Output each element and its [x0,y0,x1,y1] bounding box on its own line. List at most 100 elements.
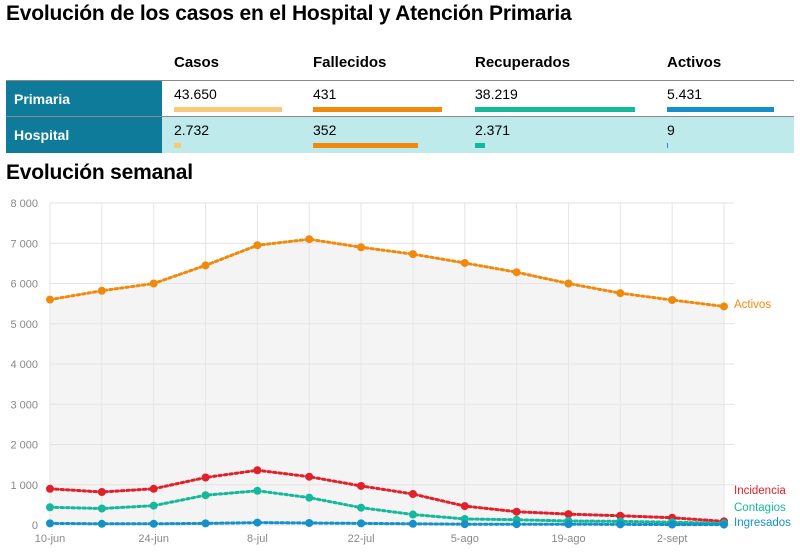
data-point-ingresados [564,520,573,529]
data-point-contagios [97,504,106,513]
data-point-incidencia [97,487,106,496]
series-label-contagios: Contagios [734,502,786,514]
series-label-incidencia: Incidencia [734,485,786,497]
data-point-activos [253,241,262,250]
bar-hospital-activos [667,143,668,148]
bar-primaria-activos [667,107,774,112]
data-point-incidencia [305,472,314,481]
x-tick-label: 24-jun [138,533,169,545]
data-point-incidencia [616,511,625,520]
data-point-incidencia [512,507,521,516]
data-point-activos [512,268,521,277]
bar-primaria-casos [174,107,282,112]
data-point-ingresados [253,518,262,527]
data-point-ingresados [512,520,521,529]
y-tick-label: 6 000 [10,279,38,291]
y-tick-label: 5 000 [10,319,38,331]
data-point-ingresados [46,519,54,528]
x-tick-label: 5-ago [451,533,479,545]
page-title: Evolución de los casos en el Hospital y … [6,2,572,25]
data-point-activos [564,279,573,288]
data-point-activos [97,286,106,295]
data-point-ingresados [97,519,106,528]
bar-hospital-recuperados [475,143,485,148]
series-label-ingresados: Ingresados [734,517,791,529]
cell-primaria-fallecidos: 431 [301,80,463,117]
cell-primaria-activos: 5.431 [655,80,794,117]
series-label-activos: Activos [734,299,771,311]
data-point-contagios [253,486,262,495]
cell-hospital-casos: 2.732 [162,116,301,153]
bar-hospital-casos [174,143,181,148]
series-line-contagios [48,489,726,525]
summary-table: Casos Fallecidos Recuperados Activos Pri… [6,44,794,153]
x-tick-label: 22-jul [348,533,375,545]
x-tick-label: 8-jul [247,533,268,545]
cell-hospital-activos: 9 [655,116,794,153]
cell-hospital-fallecidos: 352 [301,116,463,153]
data-point-incidencia [201,473,210,482]
data-point-contagios [305,493,314,502]
data-point-incidencia [46,484,54,493]
data-point-ingresados [668,520,677,529]
row-label-primaria: Primaria [6,80,162,117]
y-tick-label: 7 000 [10,238,38,250]
data-point-incidencia [149,484,158,493]
data-point-ingresados [408,519,417,528]
table-row-hospital: Hospital 2.732 352 2.371 9 [6,116,794,153]
data-point-activos [668,296,677,305]
value-hospital-recuperados: 2.371 [475,122,511,138]
data-point-activos [616,289,625,298]
data-point-activos [305,235,314,244]
value-hospital-casos: 2.732 [174,122,210,138]
data-point-activos [357,243,366,252]
data-point-ingresados [460,520,469,529]
data-point-activos [201,261,210,270]
header-empty [6,44,162,81]
cell-primaria-casos: 43.650 [162,80,301,117]
data-point-incidencia [564,510,573,519]
y-tick-label: 3 000 [10,399,38,411]
series-line-activos [48,237,726,308]
x-tick-label: 2-sept [657,533,688,545]
chart-section-title: Evolución semanal [6,161,193,184]
value-primaria-fallecidos: 431 [313,86,337,102]
bar-primaria-recuperados [475,107,635,112]
data-point-activos [149,279,158,288]
y-tick-label: 1 000 [10,480,38,492]
x-tick-label: 10-jun [35,533,66,545]
data-point-contagios [46,503,54,512]
line-chart: 0 1 000 2 000 3 000 4 000 5 000 6 000 7 000 8 00… [0,190,800,548]
cell-primaria-recuperados: 38.219 [463,80,655,117]
summary-header-row: Casos Fallecidos Recuperados Activos [6,44,794,81]
data-point-incidencia [357,481,366,490]
cell-hospital-recuperados: 2.371 [463,116,655,153]
value-hospital-fallecidos: 352 [313,122,337,138]
data-point-incidencia [460,502,469,511]
data-point-contagios [408,510,417,519]
header-fallecidos: Fallecidos [301,44,463,81]
area-activos [50,239,724,525]
data-point-ingresados [305,518,314,527]
data-point-activos [408,250,417,259]
y-tick-label: 2 000 [10,440,38,452]
bar-hospital-fallecidos [313,143,418,148]
y-tick-label: 8 000 [10,198,38,210]
y-tick-label: 4 000 [10,359,38,371]
row-label-hospital: Hospital [6,116,162,153]
data-point-activos [46,295,54,304]
data-point-contagios [357,503,366,512]
data-point-activos [460,258,469,267]
data-point-ingresados [149,519,158,528]
data-point-ingresados [357,519,366,528]
bar-primaria-fallecidos [313,107,442,112]
value-hospital-activos: 9 [667,122,675,138]
table-row-primaria: Primaria 43.650 431 38.219 5.431 [6,80,794,117]
value-primaria-recuperados: 38.219 [475,86,518,102]
data-point-ingresados [616,520,625,529]
series-line-ingresados [48,521,726,527]
header-recuperados: Recuperados [463,44,655,81]
series-line-incidencia [48,468,726,523]
line-chart-svg: 0 1 000 2 000 3 000 4 000 5 000 6 000 7 000 8 00… [10,198,791,545]
data-point-ingresados [720,520,728,529]
